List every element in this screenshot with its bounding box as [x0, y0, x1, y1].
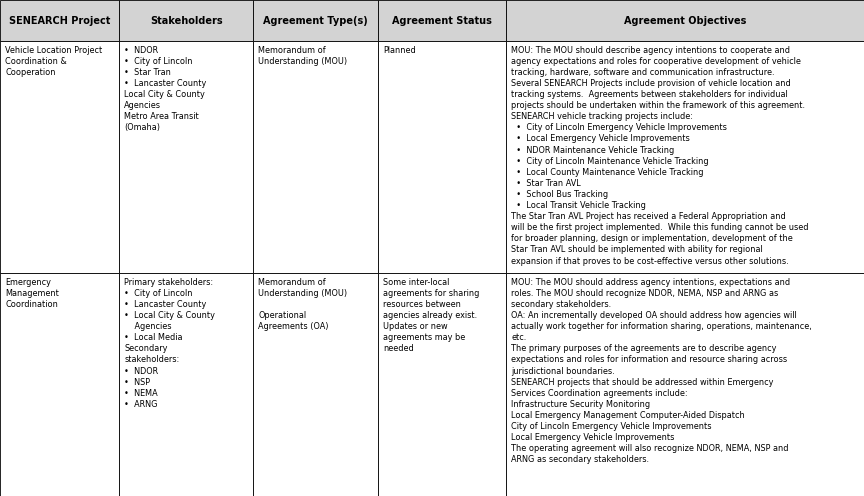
Bar [119, 0, 253, 41]
Text: Agreement Status: Agreement Status [392, 16, 492, 26]
Bar [506, 41, 864, 273]
Bar [506, 273, 864, 496]
Bar [378, 41, 506, 273]
Text: Some inter-local
agreements for sharing
resources between
agencies already exist: Some inter-local agreements for sharing … [384, 278, 480, 354]
Text: •  NDOR
•  City of Lincoln
•  Star Tran
•  Lancaster County
Local City & County
: • NDOR • City of Lincoln • Star Tran • L… [124, 46, 206, 132]
Bar [378, 273, 506, 496]
Text: Agreement Type(s): Agreement Type(s) [264, 16, 368, 26]
Bar [253, 0, 378, 41]
Text: MOU: The MOU should address agency intentions, expectations and
roles. The MOU s: MOU: The MOU should address agency inten… [511, 278, 812, 464]
Bar [506, 0, 864, 41]
Text: Agreement Objectives: Agreement Objectives [624, 16, 746, 26]
Text: Planned: Planned [384, 46, 416, 55]
Text: SENEARCH Project: SENEARCH Project [9, 16, 111, 26]
Text: Vehicle Location Project
Coordination &
Cooperation: Vehicle Location Project Coordination & … [5, 46, 102, 77]
Text: Stakeholders: Stakeholders [149, 16, 223, 26]
Bar [119, 273, 253, 496]
Text: Emergency
Management
Coordination: Emergency Management Coordination [5, 278, 59, 309]
Bar [253, 273, 378, 496]
Bar [378, 0, 506, 41]
Text: Memorandum of
Understanding (MOU): Memorandum of Understanding (MOU) [258, 46, 347, 66]
Text: Primary stakeholders:
•  City of Lincoln
•  Lancaster County
•  Local City & Cou: Primary stakeholders: • City of Lincoln … [124, 278, 215, 409]
Text: Memorandum of
Understanding (MOU)

Operational
Agreements (OA): Memorandum of Understanding (MOU) Operat… [258, 278, 347, 331]
Bar [0, 273, 119, 496]
Bar [0, 41, 119, 273]
Bar [119, 41, 253, 273]
Text: MOU: The MOU should describe agency intentions to cooperate and
agency expectati: MOU: The MOU should describe agency inte… [511, 46, 809, 265]
Bar [0, 0, 119, 41]
Bar [253, 41, 378, 273]
